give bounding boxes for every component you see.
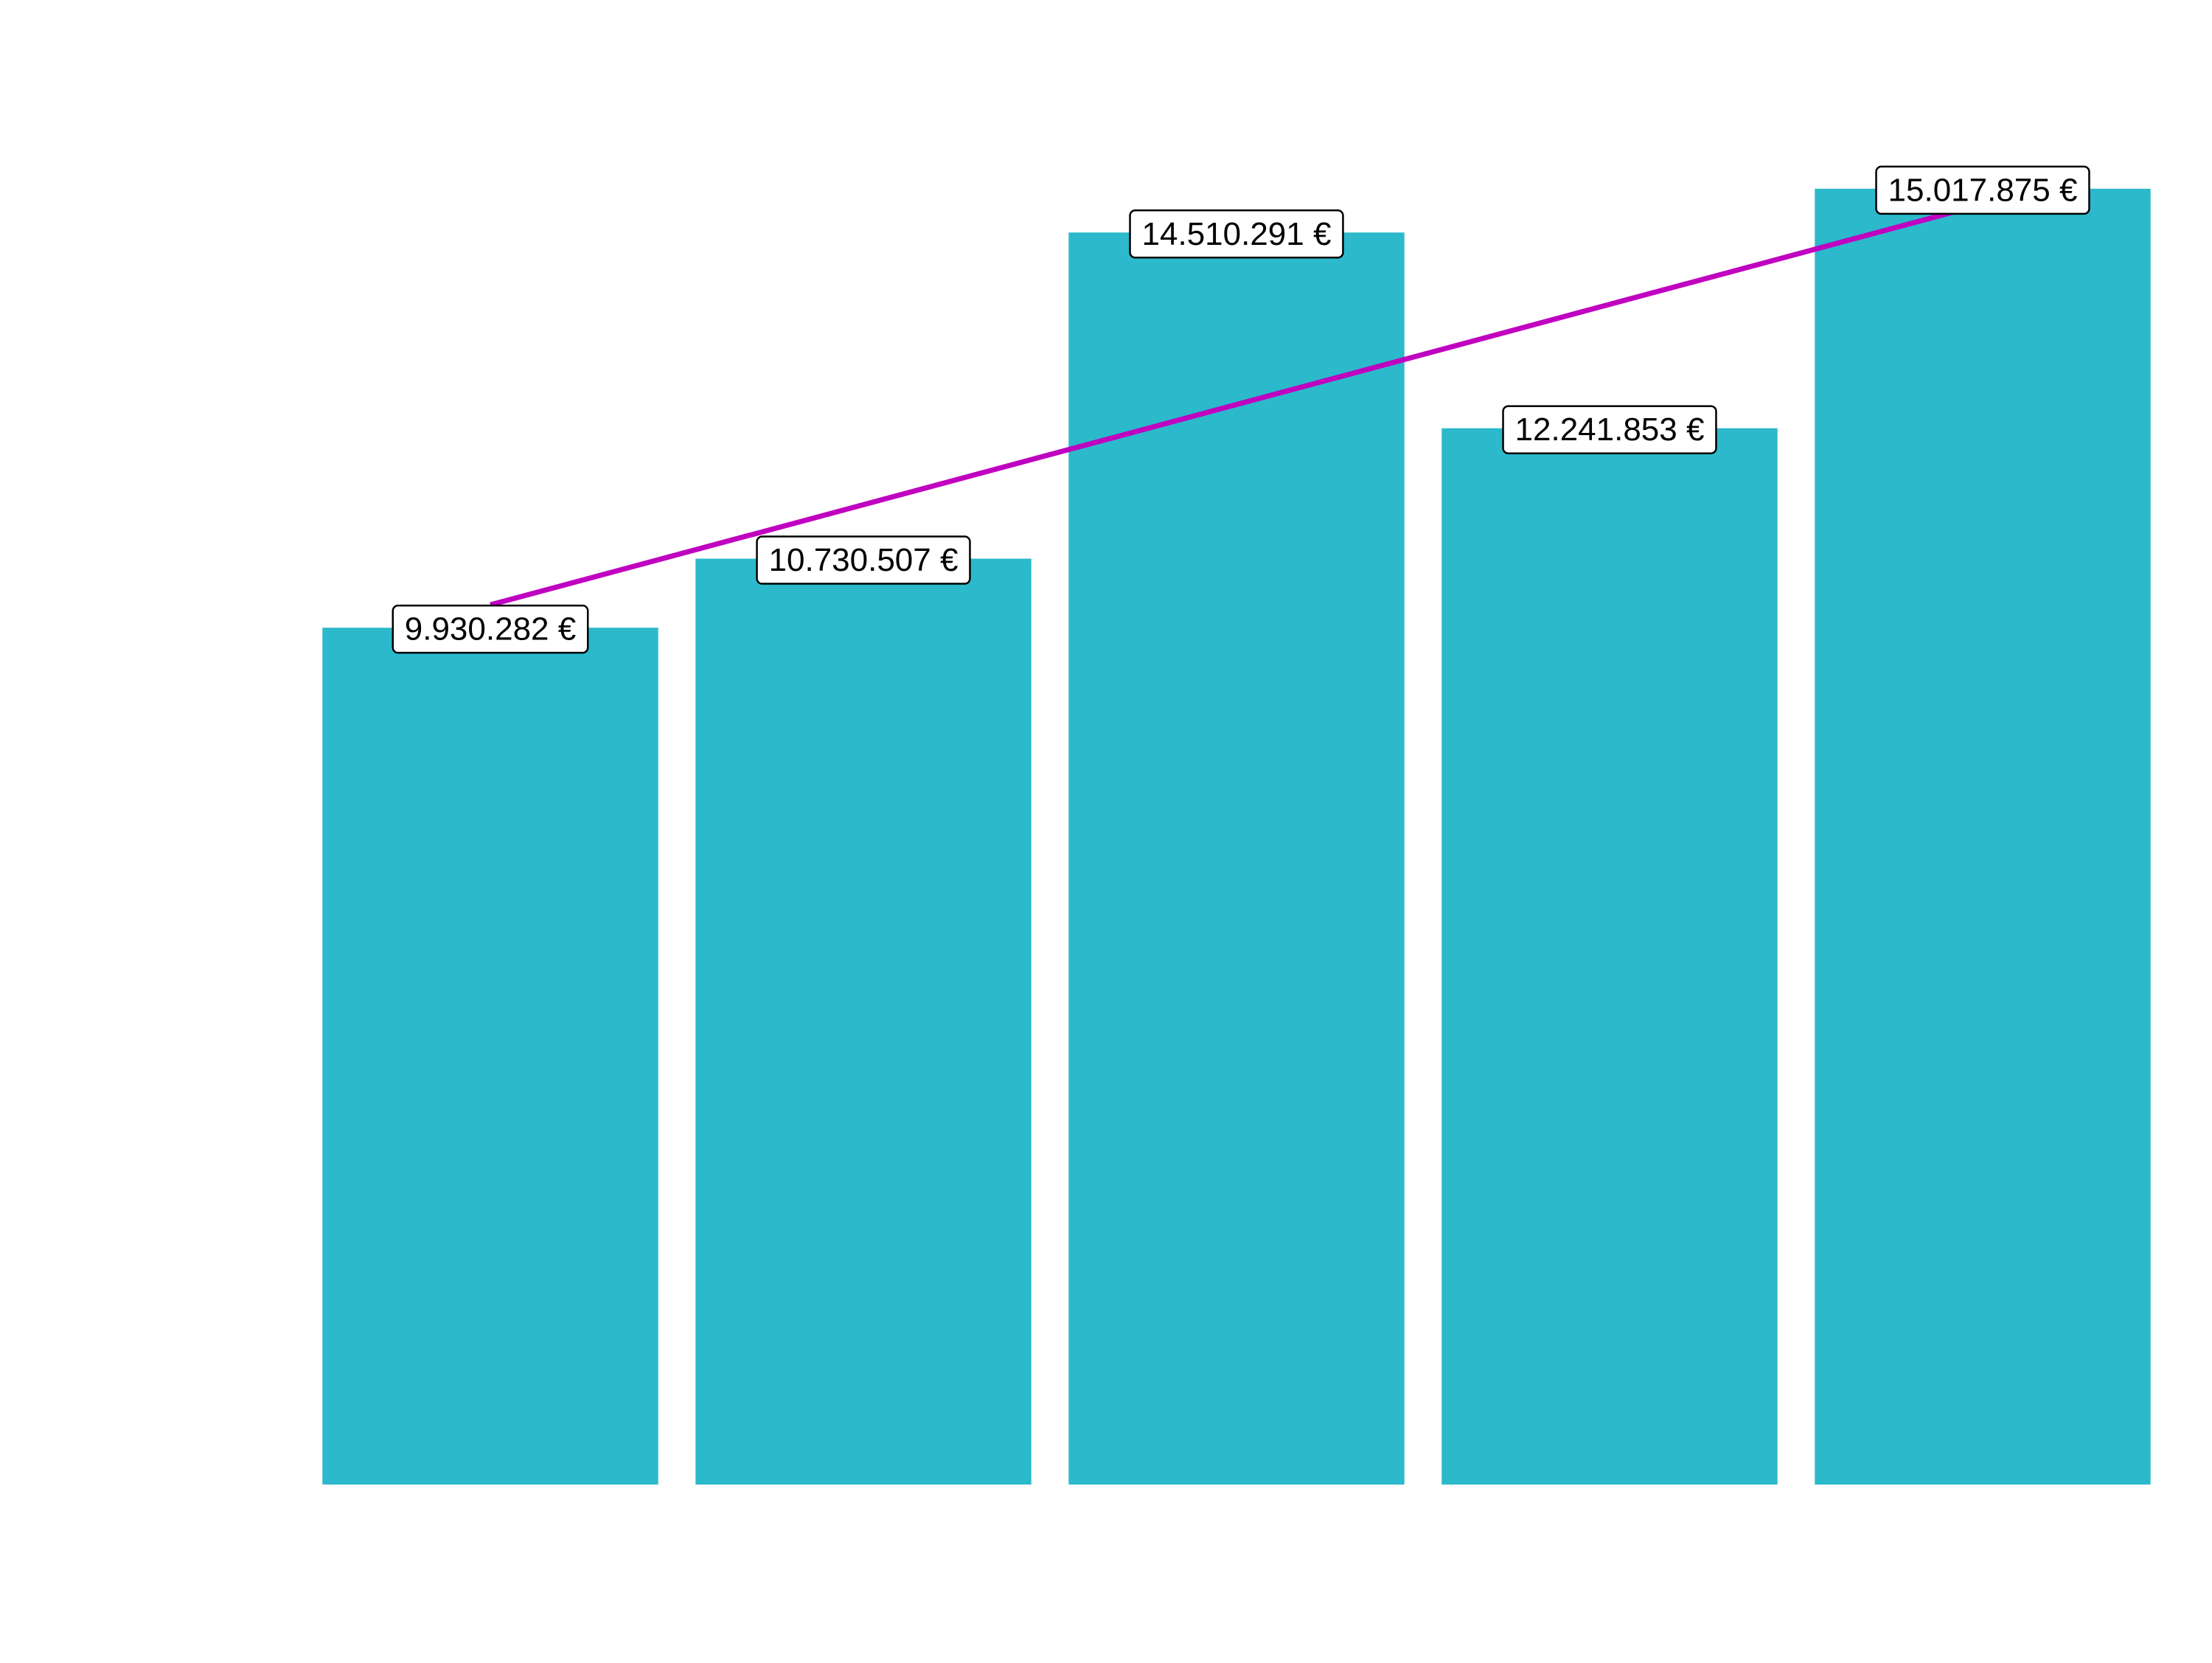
data-label-box xyxy=(1129,209,1344,259)
data-label-text: 14.510.291 € xyxy=(1142,216,1332,252)
data-label-text: 15.017.875 € xyxy=(1888,172,2078,208)
data-label-2: 10.730.507 € xyxy=(756,535,971,585)
data-label-text: 10.730.507 € xyxy=(769,542,959,578)
data-label-text: 9.930.282 € xyxy=(405,611,576,648)
bar-3 xyxy=(1068,232,1405,1485)
labels-layer: 9.930.282 € 10.730.507 € 14.510.291 € 12.24… xyxy=(392,165,2090,654)
data-label-1: 9.930.282 € xyxy=(392,604,589,654)
bar-4 xyxy=(1441,428,1778,1485)
data-label-5: 15.017.875 € xyxy=(1875,165,2090,215)
data-label-box xyxy=(392,604,589,654)
data-label-box xyxy=(1875,165,2090,215)
bar-2 xyxy=(695,558,1032,1485)
trend-layer xyxy=(490,201,1983,608)
bar-1 xyxy=(322,628,658,1485)
data-label-box xyxy=(1502,405,1717,454)
data-label-text: 12.241.853 € xyxy=(1515,412,1705,448)
bars-layer xyxy=(322,188,2151,1485)
data-label-4: 12.241.853 € xyxy=(1502,405,1717,454)
data-label-box xyxy=(756,535,971,585)
bar-5 xyxy=(1815,188,2151,1485)
trend-line xyxy=(490,201,1983,608)
data-label-3: 14.510.291 € xyxy=(1129,209,1344,259)
